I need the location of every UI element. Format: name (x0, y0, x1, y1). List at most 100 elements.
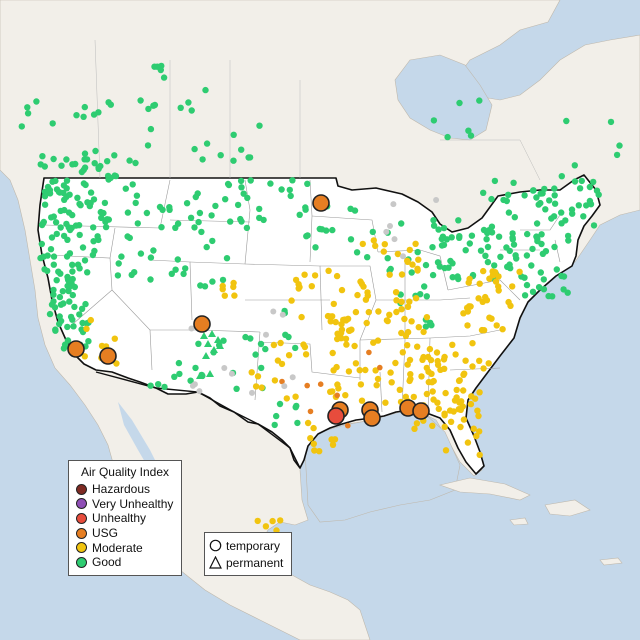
good-monitor-dot (143, 209, 151, 217)
good-monitor-dot (92, 147, 99, 155)
good-monitor-dot (571, 178, 579, 185)
good-monitor-dot (132, 199, 139, 207)
moderate-monitor-dot (363, 319, 370, 327)
moderate-monitor-dot (386, 271, 393, 278)
no-data-monitor-dot (270, 308, 277, 315)
good-monitor-dot (505, 191, 512, 198)
moderate-monitor-dot (362, 296, 370, 303)
good-monitor-dot (430, 222, 438, 229)
moderate-monitor-dot (423, 314, 431, 321)
good-monitor-dot (560, 273, 568, 280)
good-monitor-dot (137, 97, 144, 104)
moderate-monitor-dot (428, 370, 435, 377)
good-monitor-dot (73, 112, 80, 119)
moderate-monitor-dot (486, 314, 493, 321)
permanent-monitor-triangle (202, 352, 210, 359)
legend-row-good: Good (69, 555, 181, 570)
good-monitor-dot (558, 220, 565, 227)
good-monitor-dot (158, 224, 165, 231)
good-monitor-dot (260, 216, 267, 224)
moderate-monitor-dot (409, 261, 416, 268)
good-monitor-dot (289, 177, 296, 184)
good-monitor-dot (504, 263, 511, 270)
good-monitor-dot (37, 161, 44, 168)
cuba (438, 477, 531, 501)
good-monitor-dot (533, 220, 541, 227)
moderate-monitor-dot (434, 357, 441, 365)
good-monitor-dot (480, 189, 487, 196)
moderate-monitor-dot (505, 298, 512, 306)
moderate-monitor-dot (308, 283, 315, 290)
good-monitor-dot (551, 243, 558, 251)
good-monitor-dot (133, 192, 141, 199)
good-monitor-dot (551, 192, 558, 199)
good-monitor-dot (147, 125, 155, 133)
good-monitor-dot (436, 263, 443, 270)
moderate-monitor-dot (310, 424, 317, 432)
good-monitor-dot (52, 326, 59, 333)
good-monitor-dot (72, 222, 80, 229)
legend-label-hazardous: Hazardous (92, 482, 151, 497)
good-monitor-dot (488, 195, 495, 203)
moderate-monitor-dot (325, 267, 332, 274)
good-monitor-dot (347, 205, 354, 212)
moderate-monitor-dot (468, 393, 475, 400)
good-monitor-dot (616, 142, 623, 149)
moderate-monitor-dot (398, 298, 405, 305)
good-monitor-dot (69, 291, 77, 299)
good-monitor-dot (541, 185, 548, 193)
good-monitor-dot (101, 199, 109, 207)
good-monitor-dot (296, 211, 303, 218)
no-data-monitor-dot (390, 201, 397, 208)
good-monitor-dot (151, 101, 159, 109)
moderate-monitor-dot (495, 273, 502, 280)
good-monitor-dot (553, 266, 560, 273)
good-monitor-dot (192, 193, 199, 201)
highlighted-monitor-dot (312, 194, 330, 212)
good-monitor-dot (521, 192, 528, 199)
no-data-monitor-dot (279, 311, 286, 318)
usg-swatch (76, 527, 87, 539)
good-monitor-dot (440, 224, 448, 232)
moderate-swatch (76, 542, 87, 554)
good-monitor-dot (114, 272, 122, 279)
moderate-monitor-dot (407, 375, 414, 383)
moderate-monitor-dot (398, 329, 405, 337)
good-monitor-dot (94, 233, 101, 240)
moderate-monitor-dot (370, 237, 377, 244)
legend-label-moderate: Moderate (92, 540, 143, 555)
moderate-monitor-dot (404, 361, 411, 368)
good-monitor-dot (578, 177, 585, 185)
usg-monitor-dot (317, 381, 324, 388)
good-monitor-dot (46, 310, 54, 318)
good-monitor-dot (225, 181, 233, 189)
moderate-monitor-dot (362, 366, 369, 374)
moderate-monitor-dot (393, 297, 400, 304)
moderate-monitor-dot (480, 327, 488, 334)
permanent-monitor-triangle (210, 346, 218, 353)
permanent-monitor-triangle (214, 336, 222, 343)
moderate-monitor-dot (441, 412, 448, 419)
no-data-monitor-dot (387, 223, 393, 229)
good-monitor-dot (512, 252, 519, 259)
good-monitor-dot (550, 213, 558, 220)
moderate-monitor-dot (262, 523, 270, 530)
good-monitor-dot (202, 86, 209, 94)
good-monitor-dot (537, 269, 544, 276)
no-data-monitor-dot (383, 228, 390, 235)
moderate-monitor-dot (509, 283, 516, 290)
good-monitor-dot (81, 164, 89, 171)
good-monitor-dot (560, 286, 567, 293)
highlighted-monitor-dot (99, 347, 117, 365)
usg-monitor-dot (304, 382, 311, 389)
good-monitor-dot (217, 152, 224, 159)
moderate-monitor-dot (277, 517, 284, 524)
good-monitor-dot (209, 237, 216, 245)
moderate-monitor-dot (396, 386, 403, 393)
good-monitor-dot (103, 216, 111, 223)
moderate-monitor-dot (420, 353, 427, 361)
good-monitor-dot (347, 236, 355, 243)
moderate-monitor-dot (474, 407, 481, 414)
good-monitor-dot (417, 291, 424, 298)
legend-row-hazardous: Hazardous (69, 482, 181, 497)
